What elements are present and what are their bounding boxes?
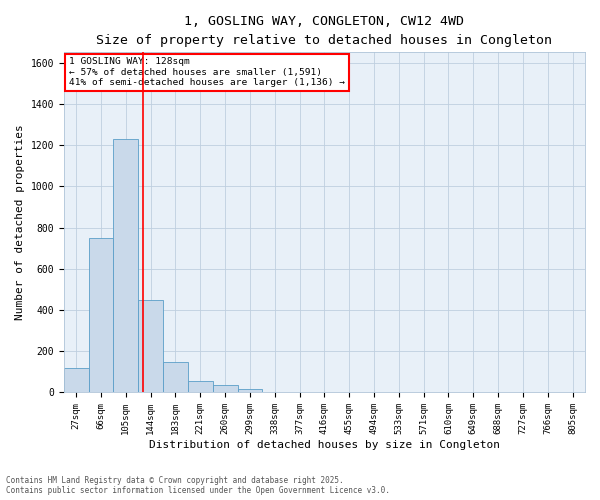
Bar	[89, 238, 113, 392]
Bar	[64, 368, 89, 392]
Y-axis label: Number of detached properties: Number of detached properties	[15, 124, 25, 320]
Title: 1, GOSLING WAY, CONGLETON, CW12 4WD
Size of property relative to detached houses: 1, GOSLING WAY, CONGLETON, CW12 4WD Size…	[97, 15, 553, 47]
Text: 1 GOSLING WAY: 128sqm
← 57% of detached houses are smaller (1,591)
41% of semi-d: 1 GOSLING WAY: 128sqm ← 57% of detached …	[69, 58, 345, 87]
Bar	[238, 389, 262, 392]
Bar	[188, 381, 212, 392]
Bar	[138, 300, 163, 392]
Bar	[163, 362, 188, 392]
Bar	[113, 139, 138, 392]
Bar	[212, 386, 238, 392]
Text: Contains HM Land Registry data © Crown copyright and database right 2025.
Contai: Contains HM Land Registry data © Crown c…	[6, 476, 390, 495]
X-axis label: Distribution of detached houses by size in Congleton: Distribution of detached houses by size …	[149, 440, 500, 450]
